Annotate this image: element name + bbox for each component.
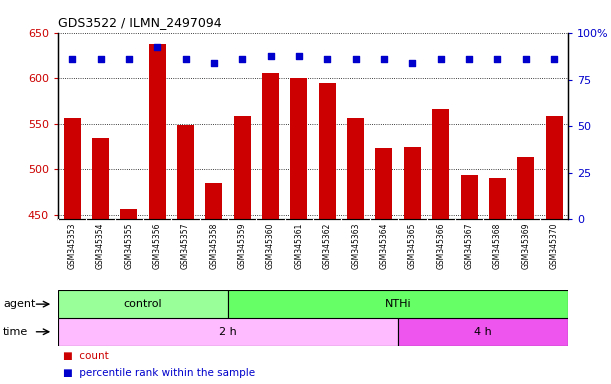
Text: GSM345361: GSM345361	[295, 223, 304, 269]
Point	[266, 53, 276, 59]
Text: GSM345369: GSM345369	[521, 223, 530, 269]
Bar	[205, 183, 222, 219]
Text: GDS3522 / ILMN_2497094: GDS3522 / ILMN_2497094	[58, 16, 222, 29]
Point	[521, 56, 530, 63]
Text: 4 h: 4 h	[474, 327, 492, 337]
Text: GSM345363: GSM345363	[351, 223, 360, 269]
Text: GSM345356: GSM345356	[153, 223, 162, 269]
Text: GSM345368: GSM345368	[493, 223, 502, 269]
Bar	[432, 109, 449, 219]
Bar	[177, 125, 194, 219]
Bar	[64, 118, 81, 219]
Bar	[376, 148, 392, 219]
Bar	[228, 290, 568, 318]
Point	[238, 56, 247, 63]
Bar	[58, 318, 398, 346]
Text: GSM345357: GSM345357	[181, 223, 190, 269]
Text: GSM345354: GSM345354	[96, 223, 105, 269]
Text: control: control	[124, 299, 163, 309]
Bar	[120, 209, 137, 219]
Bar	[517, 157, 534, 219]
Bar	[461, 175, 478, 219]
Bar	[58, 290, 228, 318]
Bar	[148, 44, 166, 219]
Point	[181, 56, 191, 63]
Bar	[290, 78, 307, 219]
Bar	[546, 116, 563, 219]
Point	[464, 56, 474, 63]
Bar	[404, 147, 421, 219]
Text: GSM345353: GSM345353	[68, 223, 77, 269]
Text: time: time	[3, 327, 28, 337]
Point	[549, 56, 559, 63]
Point	[96, 56, 106, 63]
Text: ■  count: ■ count	[63, 351, 109, 361]
Point	[67, 56, 77, 63]
Text: GSM345367: GSM345367	[464, 223, 474, 269]
Bar	[398, 318, 568, 346]
Text: GSM345366: GSM345366	[436, 223, 445, 269]
Point	[323, 56, 332, 63]
Point	[209, 60, 219, 66]
Text: GSM345360: GSM345360	[266, 223, 275, 269]
Text: GSM345365: GSM345365	[408, 223, 417, 269]
Text: GSM345370: GSM345370	[549, 223, 558, 269]
Point	[351, 56, 360, 63]
Point	[492, 56, 502, 63]
Point	[436, 56, 445, 63]
Text: agent: agent	[3, 299, 35, 309]
Bar	[489, 179, 506, 219]
Bar	[347, 118, 364, 219]
Text: ■  percentile rank within the sample: ■ percentile rank within the sample	[63, 368, 255, 378]
Point	[124, 56, 134, 63]
Text: GSM345358: GSM345358	[210, 223, 219, 269]
Text: GSM345362: GSM345362	[323, 223, 332, 269]
Point	[408, 60, 417, 66]
Point	[379, 56, 389, 63]
Text: GSM345359: GSM345359	[238, 223, 247, 269]
Text: GSM345364: GSM345364	[379, 223, 389, 269]
Point	[294, 53, 304, 59]
Text: GSM345355: GSM345355	[125, 223, 133, 269]
Text: NTHi: NTHi	[385, 299, 411, 309]
Bar	[319, 83, 336, 219]
Point	[152, 43, 162, 50]
Bar	[92, 138, 109, 219]
Bar	[262, 73, 279, 219]
Text: 2 h: 2 h	[219, 327, 237, 337]
Bar	[234, 116, 251, 219]
